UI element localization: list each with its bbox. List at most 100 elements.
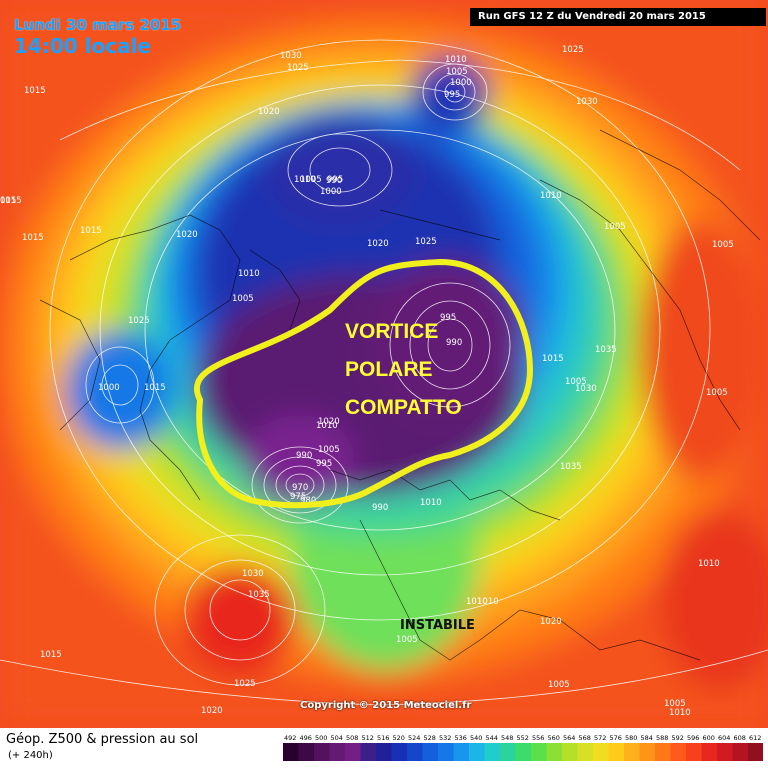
footer-bar: Géop. Z500 & pression au sol (+ 240h) 49…	[0, 728, 768, 768]
scale-tick-label: 516	[377, 734, 389, 742]
scale-tick-label: 540	[470, 734, 482, 742]
pressure-label: 1005	[664, 699, 686, 709]
pressure-label: 1015	[144, 383, 166, 393]
scale-swatch	[360, 743, 376, 761]
pressure-label: 1010	[316, 421, 338, 431]
pressure-label: 015	[0, 196, 16, 206]
pressure-label: 1005	[300, 175, 322, 185]
scale-swatch	[624, 743, 640, 761]
coastlines	[39, 129, 761, 661]
pressure-label: 1010	[445, 55, 467, 65]
scale-tick-label: 572	[594, 734, 606, 742]
scale-swatch	[438, 743, 454, 761]
pressure-label: 1015	[542, 354, 564, 364]
pressure-label: 990	[296, 451, 312, 461]
vortex-outline	[194, 258, 534, 509]
pressure-label: 1035	[248, 590, 270, 600]
pressure-label: 1030	[280, 51, 302, 61]
scale-swatch	[422, 743, 438, 761]
pressure-label: 1025	[128, 316, 150, 326]
valid-date: Lundi 30 mars 2015	[14, 16, 182, 34]
scale-swatch	[531, 743, 547, 761]
scale-swatch	[732, 743, 748, 761]
pressure-label: 1005	[318, 445, 340, 455]
copyright: Copyright © 2015 Meteociel.fr	[300, 700, 472, 711]
pressure-label: 1005	[565, 377, 587, 387]
pressure-label: 1010	[420, 498, 442, 508]
scale-tick-label: 576	[610, 734, 622, 742]
pressure-label: 1020	[540, 617, 562, 627]
pressure-label: 1020	[367, 239, 389, 249]
scale-swatch	[484, 743, 500, 761]
pressure-labels: 1030102510101005100099599010251015102010…	[0, 45, 734, 718]
scale-tick-label: 528	[424, 734, 436, 742]
pressure-label: 1010	[238, 269, 260, 279]
scale-swatch	[500, 743, 516, 761]
pressure-label: 1025	[287, 63, 309, 73]
color-scale: 492 496 500 504 508 512 516 520 524 528 532 536 540 5…	[283, 734, 763, 761]
scale-swatch	[469, 743, 485, 761]
scale-tick-label: 492	[284, 734, 296, 742]
pressure-label: 1005	[604, 222, 626, 232]
pressure-label: 1015	[22, 233, 44, 243]
geopotential-map: 1030102510101005100099599010251015102010…	[0, 0, 768, 728]
scale-tick-label: 564	[563, 734, 575, 742]
pressure-label: 1035	[595, 345, 617, 355]
pressure-label: 1020	[176, 230, 198, 240]
scale-swatch	[391, 743, 407, 761]
scale-swatch	[748, 743, 763, 761]
scale-tick-label: 520	[393, 734, 405, 742]
pressure-label: 970	[292, 483, 308, 493]
scale-swatch	[283, 743, 299, 761]
scale-tick-label: 500	[315, 734, 327, 742]
scale-tick-label: 608	[734, 734, 746, 742]
scale-tick-label: 604	[718, 734, 730, 742]
scale-swatch	[639, 743, 655, 761]
scale-tick-label: 584	[641, 734, 653, 742]
scale-tick-label: 508	[346, 734, 358, 742]
pressure-label: 975	[290, 492, 306, 502]
pressure-label: 1015	[24, 86, 46, 96]
scale-swatch	[593, 743, 609, 761]
pressure-label: 1010	[669, 708, 691, 718]
scale-swatch	[717, 743, 733, 761]
scale-swatch	[314, 743, 330, 761]
scale-swatch	[453, 743, 469, 761]
pressure-label: 1025	[562, 45, 584, 55]
scale-tick-label: 536	[455, 734, 467, 742]
scale-tick-label: 504	[331, 734, 343, 742]
scale-swatch	[546, 743, 562, 761]
pressure-label: 1005	[232, 294, 254, 304]
scale-tick-label: 552	[517, 734, 529, 742]
scale-tick-label: 592	[672, 734, 684, 742]
valid-time: 14:00 locale	[14, 34, 151, 58]
scale-tick-label: 496	[300, 734, 312, 742]
pressure-label: 1010	[466, 597, 488, 607]
pressure-label: 1010	[540, 191, 562, 201]
scale-swatch	[298, 743, 314, 761]
scale-swatch	[577, 743, 593, 761]
pressure-label: 1025	[234, 679, 256, 689]
scale-tick-label: 596	[687, 734, 699, 742]
scale-swatch	[515, 743, 531, 761]
pressure-label: 1025	[415, 237, 437, 247]
pressure-label: 1000	[450, 78, 472, 88]
scale-swatch	[345, 743, 361, 761]
pressure-label: 995	[440, 313, 456, 323]
product-title: Géop. Z500 & pression au sol	[6, 732, 199, 747]
annotation-instabile: INSTABILE	[400, 618, 475, 633]
pressure-label: 1005	[396, 635, 418, 645]
pressure-label: 1035	[560, 462, 582, 472]
scale-swatch	[562, 743, 578, 761]
pressure-label: 1030	[576, 97, 598, 107]
pressure-label: 1010	[477, 597, 499, 607]
height-field	[0, 0, 768, 728]
scale-swatch	[329, 743, 345, 761]
pressure-label: 1020	[201, 706, 223, 716]
pressure-label: 1015	[80, 226, 102, 236]
scale-swatch	[686, 743, 702, 761]
pressure-label: 990	[372, 503, 388, 513]
model-run: Run GFS 12 Z du Vendredi 20 mars 2015	[470, 8, 766, 26]
scale-swatch	[608, 743, 624, 761]
